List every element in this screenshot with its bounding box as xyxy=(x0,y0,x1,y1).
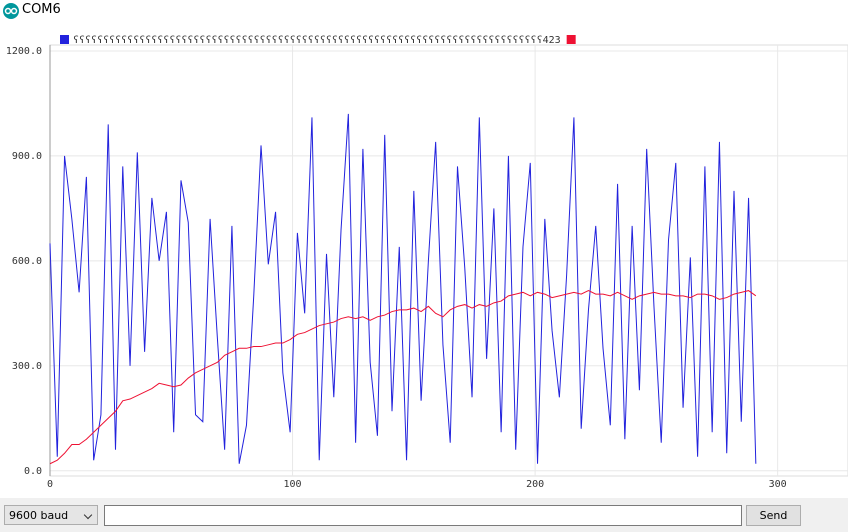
y-tick-label: 0.0 xyxy=(24,466,42,477)
send-button[interactable]: Send xyxy=(746,505,801,526)
legend-label: ʕʕʕʕʕʕʕʕʕʕʕʕʕʕʕʕʕʕʕʕʕʕʕʕʕʕʕʕʕʕʕʕʕʕʕʕʕʕʕʕ… xyxy=(73,35,561,46)
x-tick-label: 100 xyxy=(284,479,302,490)
legend-swatch xyxy=(60,35,69,44)
y-tick-label: 300.0 xyxy=(12,361,42,372)
x-tick-label: 200 xyxy=(526,479,544,490)
y-tick-label: 600.0 xyxy=(12,256,42,267)
plot: 0.0 300.0 600.0 900.0 1200.0 0 100 200 300 ʕʕʕʕʕʕ… xyxy=(6,35,848,490)
x-tick-label: 300 xyxy=(769,479,787,490)
legend-swatch xyxy=(566,35,576,44)
serial-input[interactable] xyxy=(104,505,742,526)
baud-select[interactable]: 9600 baud xyxy=(4,505,98,525)
y-tick-label: 900.0 xyxy=(12,151,42,162)
series-line xyxy=(49,113,757,464)
y-tick-label: 1200.0 xyxy=(6,46,42,57)
app-icon xyxy=(3,3,19,19)
bottom-bar: 9600 baud Send xyxy=(0,498,848,532)
title-bar: COM6 xyxy=(0,0,848,22)
window-title: COM6 xyxy=(22,2,61,17)
series-line xyxy=(49,290,757,465)
x-tick-label: 0 xyxy=(47,479,53,490)
